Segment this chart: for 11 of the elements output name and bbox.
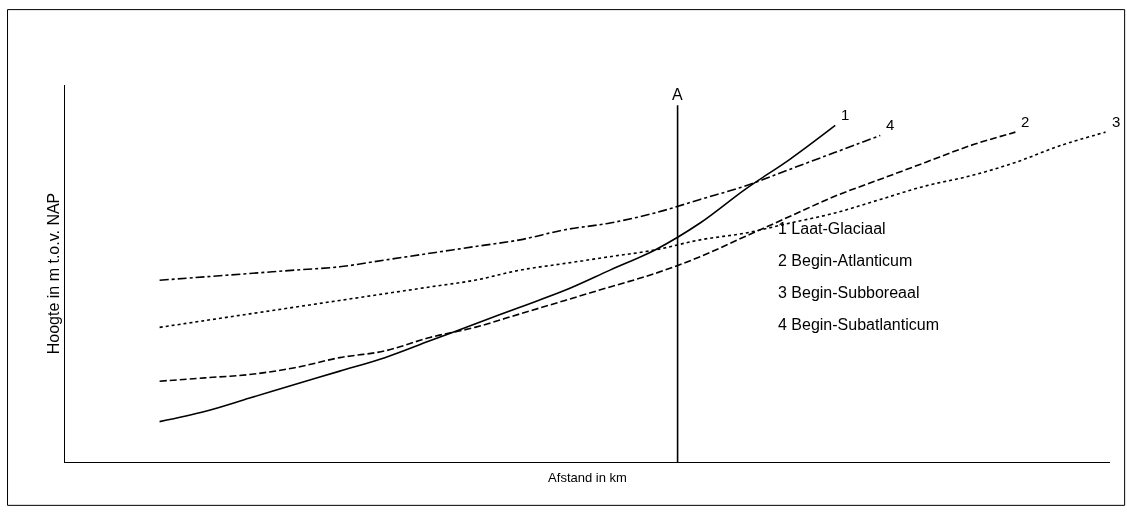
annotation: 4 Begin-Subatlanticum xyxy=(778,316,939,333)
series-label: 2 xyxy=(1021,113,1030,130)
annotation: 1 Laat-Glaciaal xyxy=(778,220,886,237)
series-label: 1 xyxy=(841,106,850,123)
y-axis-title: Hoogte in m t.o.v. NAP xyxy=(44,192,62,355)
text: A xyxy=(672,86,683,103)
annotation: 2 Begin-Atlanticum xyxy=(778,252,913,269)
series-label: 3 xyxy=(1112,113,1121,130)
annotation: 3 Begin-Subboreaal xyxy=(778,284,920,301)
x-axis-title: Afstand in km xyxy=(548,469,627,485)
series-label: 4 xyxy=(886,116,895,133)
